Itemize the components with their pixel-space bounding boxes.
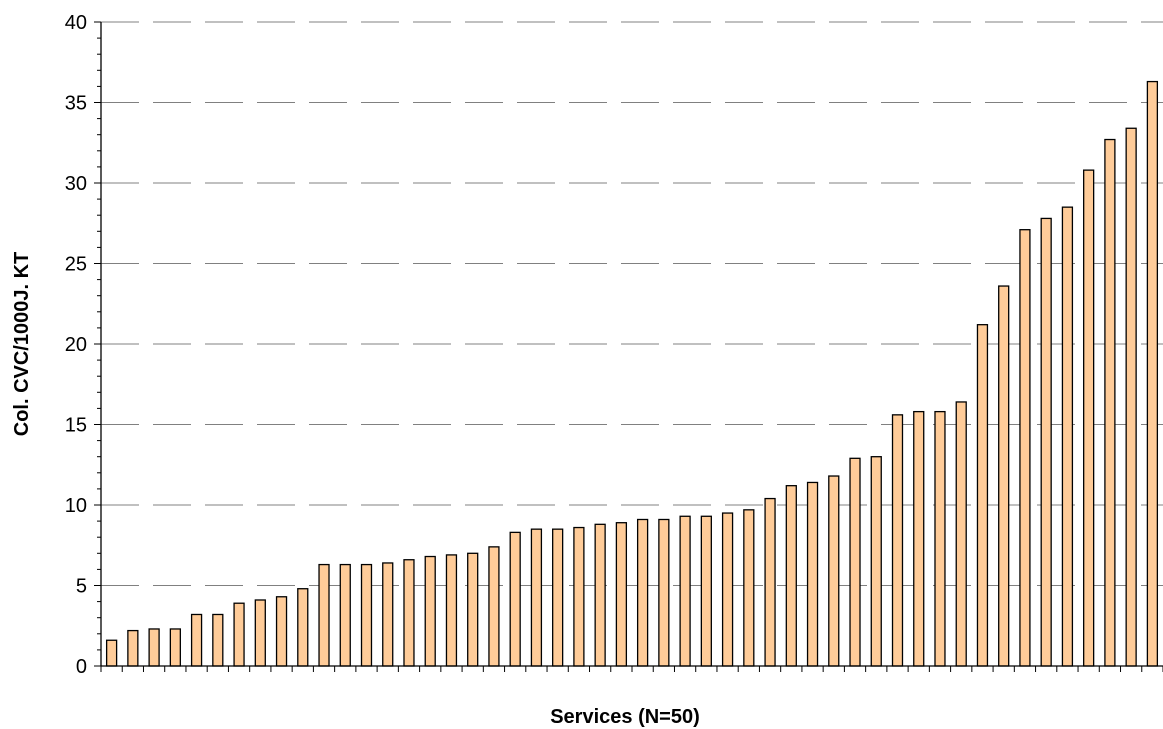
y-axis-ticks: 0 5 10 15 20 25 30 35 40 [65,12,101,678]
bar [721,512,734,667]
bar [615,522,628,667]
bar [870,456,882,667]
bar [976,324,989,667]
y-tick-label: 20 [65,334,87,356]
bar [594,523,606,667]
y-tick-label: 5 [76,576,87,598]
bar [998,285,1010,667]
bar [913,410,925,667]
gridlines [101,21,1163,586]
bar [955,401,967,667]
y-axis-title: Col. CVC/1000J. KT [11,252,33,437]
bar [1083,169,1095,667]
bar [573,526,585,667]
bar [1061,206,1074,667]
bar [254,599,266,667]
bar [169,628,181,667]
bar [212,613,224,667]
y-tick-label: 35 [65,93,87,115]
bar [424,555,436,667]
bar [467,552,479,667]
bar [1104,138,1116,667]
bar [636,518,649,667]
bar [127,629,139,667]
bar [190,613,203,667]
y-tick-label: 30 [65,173,87,195]
y-tick-label: 0 [76,656,87,678]
bar [275,596,288,667]
bar [764,497,776,667]
bar [297,588,309,667]
bar [339,563,351,667]
bar [530,528,543,667]
y-tick-label: 40 [65,12,87,34]
bar [658,518,670,667]
bar [552,528,564,667]
bar [360,563,373,667]
bar [679,515,691,667]
y-tick-label: 10 [65,495,87,517]
y-tick-label: 15 [65,415,87,437]
y-tick-label: 25 [65,254,87,276]
bar [1125,127,1137,667]
bar [509,531,521,667]
bar [785,485,797,667]
bar [743,509,755,667]
bar [849,457,861,667]
bar [233,602,245,667]
bar [700,515,712,667]
bar [1146,80,1159,667]
bar [891,414,904,667]
bar [1040,217,1052,667]
bar [1019,229,1031,667]
bar [148,628,160,667]
bar [403,559,415,667]
bar [445,554,458,667]
x-axis-ticks [100,666,1163,672]
bar [382,562,394,667]
bar [934,410,946,667]
bars [105,80,1159,667]
bar [806,481,819,667]
bar [105,639,118,667]
x-axis-title: Services (N=50) [550,706,700,728]
bar [318,563,330,667]
bar [488,546,500,667]
bar [828,475,840,667]
